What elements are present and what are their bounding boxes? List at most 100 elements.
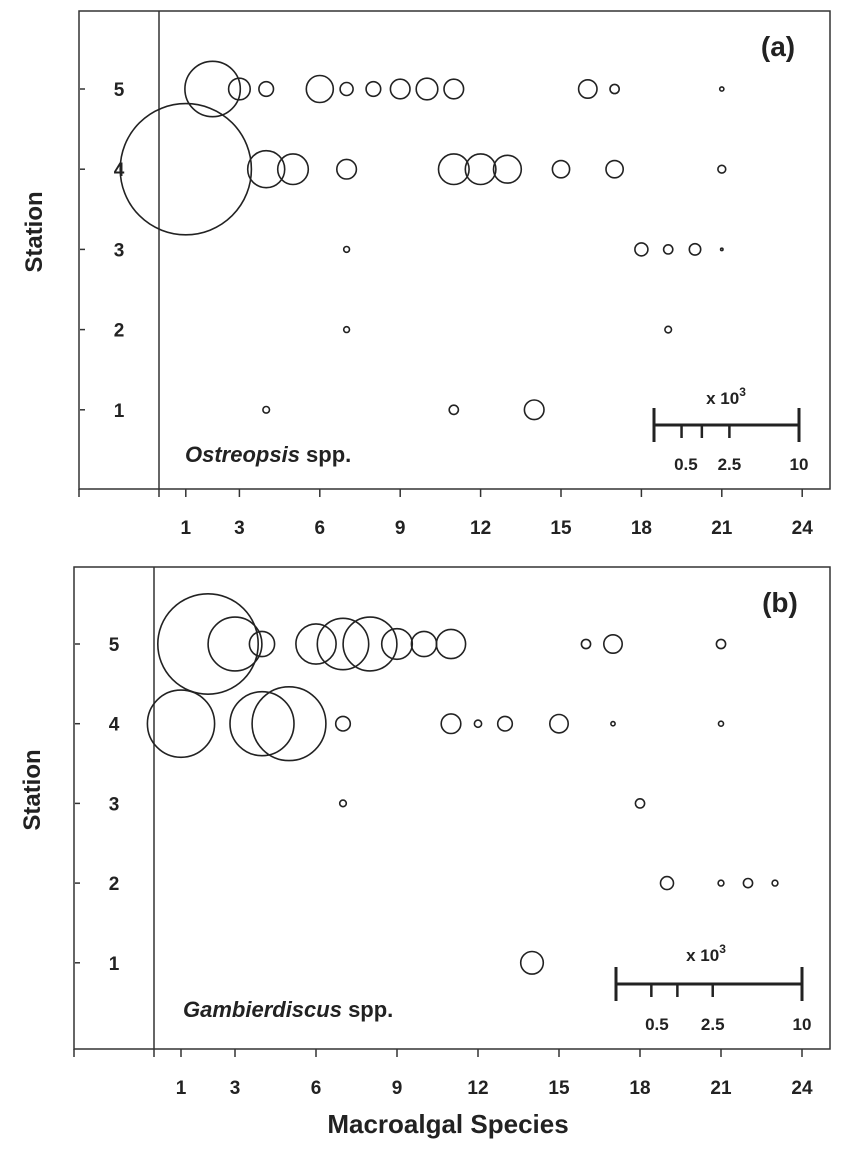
panel-a-bubble-sp14-st1 — [523, 399, 545, 421]
panel-a-scale-label-2: 10 — [790, 455, 809, 474]
panel-a-bubble-sp13-st4 — [492, 154, 523, 184]
panel-a-frame — [78, 10, 831, 490]
panel-a-bubble-sp19-st2 — [664, 325, 673, 334]
panel-b-ytick-label-2: 2 — [109, 874, 120, 895]
panel-b-ylabel: Station — [19, 749, 46, 830]
panel-b-bubble-sp7-st5 — [316, 617, 370, 671]
panel-a-bubble-sp19-st3 — [662, 243, 674, 255]
panel-a-bubble-sp21-st5 — [718, 86, 725, 92]
panel-a-ytick-label-1: 1 — [114, 401, 125, 422]
panel-b-bubble-sp3-st5 — [207, 616, 263, 672]
panel-a-bubble-sp11-st4 — [437, 153, 470, 186]
panel-a-bubble-sp21-st4 — [717, 164, 727, 174]
panel-b-bubble-sp4-st4 — [229, 690, 295, 757]
panel-a-bubble-sp12-st4 — [464, 153, 497, 186]
panel-b-bubble-sp1-st4 — [146, 689, 216, 759]
panel-a-xtick-label-1: 1 — [181, 518, 192, 539]
panel-b-scale-label-0: 0.5 — [645, 1015, 669, 1034]
panel-a-xtick-label-3: 3 — [234, 518, 245, 539]
panel-b-bubble-sp17-st5 — [602, 633, 623, 654]
panel-b-scale-label-2: 10 — [793, 1015, 812, 1034]
panel-a-bubble-sp20-st3 — [688, 242, 702, 256]
panel-b-xtick-label-9: 9 — [392, 1078, 403, 1099]
panel-b-xaxis: 1 3 6 9 12 15 18 21 24 — [73, 1049, 813, 1099]
panel-a-ylabel: Station — [21, 191, 48, 272]
panel-b-bubble-sp10-st5 — [410, 630, 438, 658]
panel-a-species-label: Ostreopsis spp. — [185, 442, 351, 467]
panel-b-xtick-label-6: 6 — [311, 1078, 322, 1099]
panel-a-xtick-label-21: 21 — [711, 518, 733, 539]
panel-a-xtick-label-9: 9 — [395, 518, 406, 539]
panel-a-bubble-sp9-st5 — [389, 78, 411, 100]
panel-a-scale-label-0: 0.5 — [674, 455, 698, 474]
panel-b-bubble-sp15-st4 — [548, 713, 569, 734]
panel-b-xtick-label-18: 18 — [629, 1078, 650, 1099]
panel-a-bubble-sp7-st5 — [339, 81, 354, 97]
panel-b-bubble-sp2-st5 — [157, 592, 260, 695]
panel-b-yticks: 1 2 3 4 5 — [75, 635, 120, 975]
panel-b-bubble-sp21-st2 — [717, 879, 725, 887]
panel-a-bubble-sp7-st2 — [342, 325, 351, 334]
panel-b-bubble-sp19-st2 — [659, 875, 675, 891]
panel-b-xtick-label-21: 21 — [710, 1078, 732, 1099]
panel-b-bubble-sp17-st4 — [610, 720, 616, 727]
panel-a-species-suffix: spp. — [300, 442, 351, 467]
panel-a-scale-title: x 103 — [706, 385, 746, 408]
panel-a-bubble-sp4-st4 — [246, 149, 286, 189]
panel-b-bubble-sp8-st5 — [342, 616, 398, 672]
panel-b-ytick-label-4: 4 — [109, 715, 120, 736]
panel-a-xtick-label-12: 12 — [470, 518, 491, 539]
panel-a-bubble-sp4-st5 — [258, 80, 275, 98]
panel-a-ytick-label-3: 3 — [114, 240, 125, 261]
panel-a-xtick-label-18: 18 — [631, 518, 652, 539]
panel-a-species-name: Ostreopsis — [185, 442, 300, 467]
panel-b-bubble-sp16-st5 — [580, 638, 592, 650]
panel-b-ytick-label-3: 3 — [109, 794, 120, 815]
panel-a-bubble-sp6-st5 — [305, 74, 335, 104]
panel-b-bubble-sp21-st4 — [717, 720, 725, 728]
panel-a-scale-label-1: 2.5 — [718, 455, 742, 474]
panel-b-species-label: Gambierdiscus spp. — [183, 997, 393, 1022]
panel-a-xaxis: 1 3 6 9 12 15 18 21 24 — [78, 489, 814, 539]
panel-b-bubbles — [146, 592, 779, 975]
panel-a-bubble-sp11-st1 — [448, 404, 460, 416]
panel-b-bubble-sp11-st5 — [435, 628, 467, 660]
panel-b-bubble-sp21-st5 — [715, 638, 727, 650]
panel-a-bubble-sp1-st4 — [119, 102, 253, 236]
panel-b-bubble-sp6-st5 — [295, 623, 337, 665]
panel-a-bubble-sp4-st1 — [262, 405, 271, 414]
panel-b-bubble-sp7-st3 — [338, 799, 348, 808]
panel-a-yticks: 1 2 3 4 5 — [80, 80, 125, 422]
panel-b-bubble-sp23-st2 — [771, 879, 779, 887]
panel-a-ytick-label-2: 2 — [114, 321, 125, 342]
panel-b-xtick-label-1: 1 — [176, 1078, 187, 1099]
panel-b-bubble-sp12-st4 — [473, 719, 483, 729]
panel-b-bubble-sp14-st1 — [519, 950, 545, 975]
panel-a-bubble-sp11-st5 — [443, 78, 465, 100]
panel-a-ytick-label-5: 5 — [114, 80, 125, 101]
panel-a-xtick-label-6: 6 — [315, 518, 326, 539]
panel-a-bubble-sp17-st5 — [609, 83, 620, 95]
panel-a-bubble-sp16-st5 — [577, 79, 598, 100]
panel-b-ytick-label-1: 1 — [109, 954, 120, 975]
panel-b-frame — [73, 566, 831, 1050]
panel-a-bubble-sp18-st3 — [634, 242, 649, 257]
panel-b-scale-label-1: 2.5 — [701, 1015, 725, 1034]
panel-b-xtick-label-24: 24 — [791, 1078, 813, 1099]
panel-a-bubble-sp10-st5 — [415, 77, 439, 101]
panel-a-bubbles — [119, 60, 727, 421]
panel-a-bubble-sp2-st5 — [184, 60, 242, 118]
panel-b-xtick-label-3: 3 — [230, 1078, 241, 1099]
panel-b-xtick-label-12: 12 — [467, 1078, 488, 1099]
panel-a-bubble-sp3-st5 — [227, 77, 251, 101]
panel-a-xtick-label-24: 24 — [792, 518, 814, 539]
panel-a-bubble-sp8-st5 — [365, 80, 382, 98]
panel-a-bubble-sp7-st4 — [336, 158, 358, 180]
panel-a-bubble-sp5-st4 — [276, 153, 310, 186]
panel-b-species-suffix: spp. — [342, 997, 393, 1022]
x-axis-title: Macroalgal Species — [327, 1109, 568, 1139]
panel-b-bubble-sp13-st4 — [496, 715, 514, 732]
panel-a-bubble-sp7-st3 — [342, 245, 351, 254]
